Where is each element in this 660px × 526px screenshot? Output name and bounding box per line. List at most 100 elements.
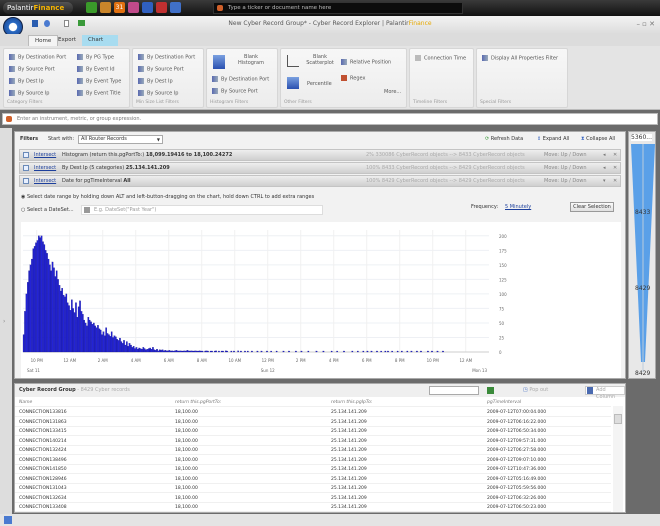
- table-row[interactable]: CONNECTION128946 18,100.00 25.134.141.209 2…: [15, 475, 611, 484]
- tab-home[interactable]: Home: [28, 35, 59, 46]
- category-by-event-type[interactable]: By Event Type: [77, 78, 121, 85]
- minsize-by-dest-ip[interactable]: By Dest Ip: [138, 78, 173, 85]
- table-scrollbar[interactable]: [613, 406, 623, 512]
- expand-arrow-icon[interactable]: ◂: [603, 165, 606, 171]
- pen-app-icon[interactable]: [156, 2, 167, 13]
- window-controls[interactable]: – ▫ ✕: [636, 20, 655, 28]
- calendar-app-icon[interactable]: 31: [114, 2, 125, 13]
- intersect-link[interactable]: Intersect: [34, 165, 57, 171]
- relative-position-button[interactable]: Relative Position: [341, 59, 391, 66]
- filter-checkbox[interactable]: [23, 152, 29, 158]
- histogram-bar: [116, 339, 118, 353]
- table-row[interactable]: CONNECTION132634 18,100.00 25.134.141.209 2…: [15, 494, 611, 503]
- percentile-button[interactable]: Percentile: [307, 81, 332, 87]
- category-by-event-title[interactable]: By Event Title: [77, 90, 121, 97]
- column-header[interactable]: return this.pgPortTo:: [175, 400, 222, 405]
- palantir-logo[interactable]: PalantirFinance: [3, 2, 73, 14]
- table-row[interactable]: CONNECTION141850 18,100.00 25.134.141.209 2…: [15, 465, 611, 474]
- close-icon[interactable]: ✕: [613, 152, 618, 158]
- bar-chart-icon: [9, 78, 15, 84]
- regex-button[interactable]: Regex: [341, 75, 365, 82]
- radio-selected-icon[interactable]: ◉: [21, 194, 27, 200]
- more-button[interactable]: More...: [384, 89, 402, 95]
- document-app-icon[interactable]: [100, 2, 111, 13]
- minsize-by-source-port[interactable]: By Source Port: [138, 66, 184, 73]
- tab-chart[interactable]: Chart: [82, 35, 118, 46]
- table-row[interactable]: CONNECTION132424 18,100.00 25.134.141.209 2…: [15, 446, 611, 455]
- display-all-properties-filter-button[interactable]: Display All Properties Filter: [482, 55, 558, 62]
- blank-histogram-button[interactable]: Blank Histogram: [238, 54, 264, 66]
- record-count-slider[interactable]: 5360... 8433 8429 8429: [628, 131, 656, 379]
- dateset-option[interactable]: ○ Select a DateSet...: [21, 207, 74, 213]
- column-header[interactable]: return this.pgIpTo:: [331, 400, 373, 405]
- expand-all-button[interactable]: ⇕ Expand All: [537, 136, 570, 142]
- save-icon[interactable]: [32, 20, 38, 27]
- category-by-dest-ip[interactable]: By Dest Ip: [9, 78, 44, 85]
- table-cell: 25.134.141.209: [331, 429, 367, 434]
- move-up-down[interactable]: Move: Up / Down: [544, 178, 587, 184]
- scrollbar-thumb[interactable]: [614, 414, 622, 424]
- table-row[interactable]: CONNECTION133408 18,100.00 25.134.141.209 2…: [15, 503, 611, 512]
- timeline-filters-group: Connection Time Timeline Filters: [409, 48, 474, 108]
- expand-arrow-icon[interactable]: ◂: [603, 152, 606, 158]
- table-row[interactable]: CONNECTION131863 18,100.00 25.134.141.209 2…: [15, 418, 611, 427]
- category-by-event-id[interactable]: By Event Id: [77, 66, 115, 73]
- collapse-all-button[interactable]: ⧗ Collapse All: [581, 136, 616, 142]
- bar-chart-icon: [138, 90, 144, 96]
- category-by-pg-type[interactable]: By PG Type: [77, 54, 114, 61]
- person-app-icon[interactable]: [142, 2, 153, 13]
- histogram-by-destination-port[interactable]: By Destination Port: [212, 76, 269, 83]
- radio-icon[interactable]: ○: [21, 207, 27, 213]
- connection-time-button[interactable]: Connection Time: [415, 55, 466, 62]
- pop-out-button[interactable]: ◳ Pop out: [523, 387, 549, 393]
- expression-input[interactable]: Enter an instrument, metric, or group ex…: [2, 113, 658, 125]
- start-with-select[interactable]: All Router Records ▼: [78, 135, 163, 144]
- minsize-by-source-ip[interactable]: By Source Ip: [138, 90, 178, 97]
- move-up-down[interactable]: Move: Up / Down: [544, 165, 587, 171]
- table-search-input[interactable]: [429, 386, 479, 395]
- new-document-icon[interactable]: [64, 20, 69, 27]
- histogram-chart[interactable]: 0 25 50 75 100 125 150 175 200 10 PM 12 AM 2 AM 4 AM…: [21, 222, 621, 378]
- excel-export-icon[interactable]: [487, 387, 494, 394]
- intersect-link[interactable]: Intersect: [34, 178, 57, 184]
- frequency-link[interactable]: 5 Minutely: [505, 204, 532, 210]
- close-icon[interactable]: ✕: [613, 165, 618, 171]
- dateset-input[interactable]: E.g. DateSet("Past Year"): [81, 205, 323, 215]
- chart-app-icon[interactable]: [86, 2, 97, 13]
- table-row[interactable]: CONNECTION133816 18,100.00 25.134.141.209 2…: [15, 408, 611, 417]
- badge-app-icon[interactable]: [170, 2, 181, 13]
- table-row[interactable]: CONNECTION138496 18,100.00 25.134.141.209 2…: [15, 456, 611, 465]
- move-up-down[interactable]: Move: Up / Down: [544, 152, 587, 158]
- histogram-by-source-port[interactable]: By Source Port: [212, 88, 258, 95]
- x-tick-label: 12 AM: [63, 358, 76, 363]
- category-by-destination-port[interactable]: By Destination Port: [9, 54, 66, 61]
- table-row[interactable]: CONNECTION133415 18,100.00 25.134.141.209 2…: [15, 427, 611, 436]
- collapse-arrow-icon[interactable]: ▾: [603, 178, 606, 184]
- refresh-data-button[interactable]: ⟳ Refresh Data: [485, 136, 524, 142]
- table-row[interactable]: CONNECTION140214 18,100.00 25.134.141.209 2…: [15, 437, 611, 446]
- add-column-input[interactable]: Add Column: [585, 386, 625, 400]
- tab-export[interactable]: Export: [58, 37, 77, 43]
- column-header[interactable]: Name: [19, 400, 33, 405]
- filter-checkbox[interactable]: [23, 178, 29, 184]
- date-range-option[interactable]: ◉ Select date range by holding down ALT …: [21, 194, 315, 200]
- category-by-source-ip[interactable]: By Source Ip: [9, 90, 49, 97]
- bar-chart-icon: [482, 55, 488, 61]
- left-collapse-strip[interactable]: ›: [0, 128, 12, 514]
- filter-checkbox[interactable]: [23, 165, 29, 171]
- column-header[interactable]: pgTimeInterval: [487, 400, 522, 405]
- share-icon[interactable]: [44, 20, 50, 27]
- ticker-search-input[interactable]: Type a ticker or document name here: [213, 2, 463, 14]
- blank-scatterplot-button[interactable]: Blank Scatterplot: [306, 54, 334, 66]
- minsize-by-destination-port[interactable]: By Destination Port: [138, 54, 195, 61]
- folder-app-icon[interactable]: [128, 2, 139, 13]
- refresh-icon[interactable]: [78, 20, 85, 26]
- group-label: Min Size List Filters: [136, 100, 179, 105]
- intersect-link[interactable]: Intersect: [34, 152, 57, 158]
- clear-selection-button[interactable]: Clear Selection: [570, 202, 614, 212]
- expand-arrow-icon[interactable]: ›: [3, 318, 6, 325]
- popout-status-icon[interactable]: [4, 516, 12, 524]
- table-row[interactable]: CONNECTION131043 18,100.00 25.134.141.209 2…: [15, 484, 611, 493]
- close-icon[interactable]: ✕: [613, 178, 618, 184]
- category-by-source-port[interactable]: By Source Port: [9, 66, 55, 73]
